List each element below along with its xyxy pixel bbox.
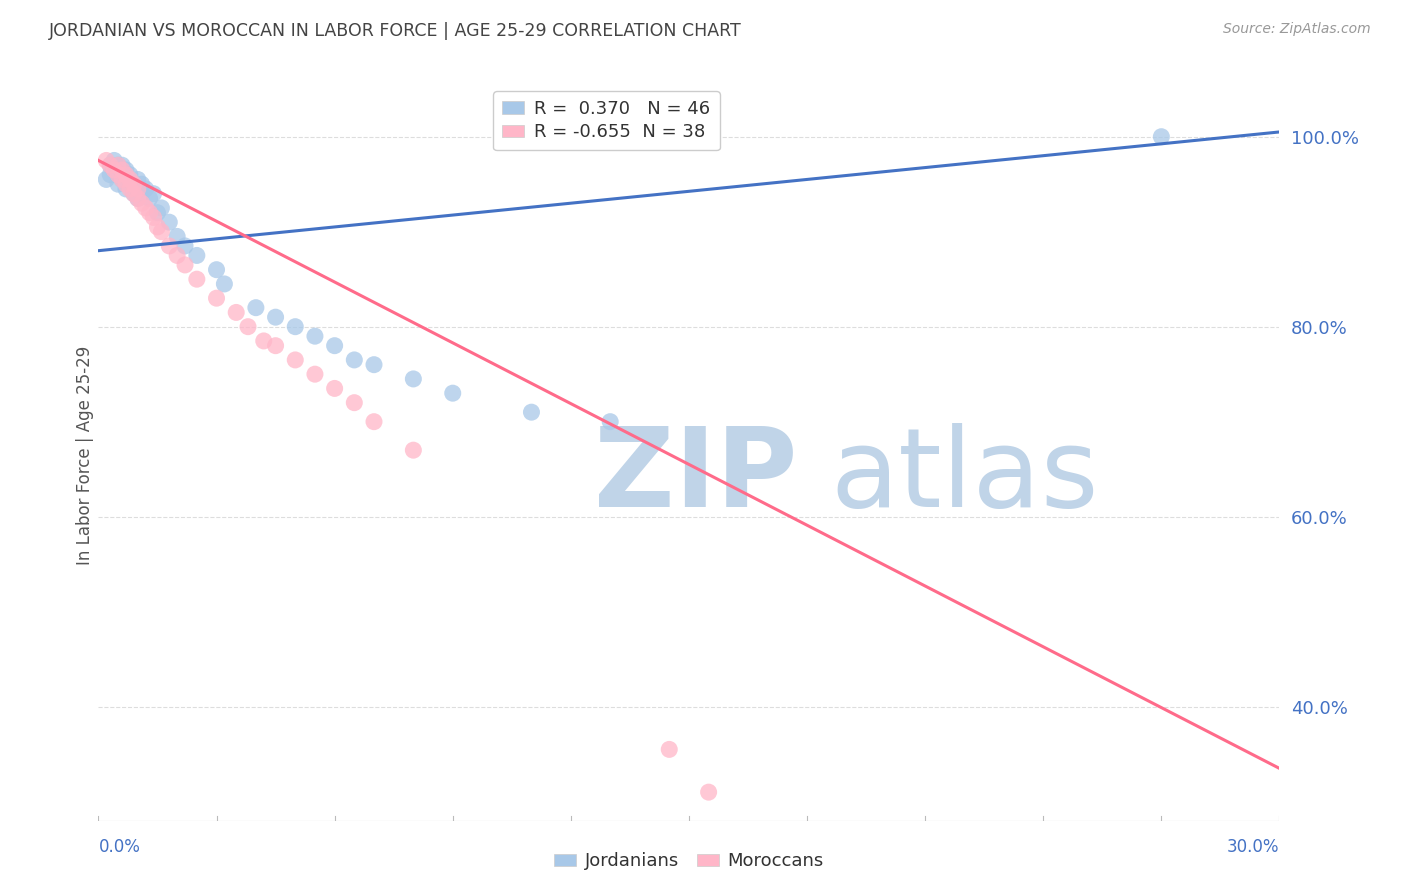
Point (131, 196, 153, 211)
Point (343, 395, 366, 409)
Point (214, 277, 236, 291)
Point (441, 386, 464, 401)
Point (245, 301, 267, 315)
Point (304, 329, 326, 343)
Point (107, 168, 129, 182)
Point (107, 177, 129, 191)
Point (122, 177, 145, 191)
Point (111, 163, 134, 178)
Point (323, 381, 346, 395)
Text: atlas: atlas (831, 424, 1099, 531)
Point (142, 211, 165, 225)
Point (111, 172, 134, 186)
Point (205, 291, 228, 305)
Point (157, 215, 180, 229)
Point (150, 225, 173, 239)
Point (127, 182, 149, 196)
Point (205, 262, 228, 277)
Point (118, 168, 141, 182)
Point (127, 172, 149, 186)
Point (107, 168, 129, 182)
Point (166, 229, 188, 244)
Point (98, 168, 121, 182)
Point (118, 177, 141, 191)
Point (150, 201, 173, 215)
Point (236, 319, 259, 334)
Point (135, 182, 157, 196)
Point (135, 201, 157, 215)
Point (225, 305, 247, 319)
Point (363, 415, 385, 429)
Point (264, 339, 287, 353)
Point (103, 163, 125, 178)
Point (122, 186, 145, 201)
Point (658, 742, 681, 756)
Point (122, 186, 145, 201)
Point (98, 158, 121, 172)
Text: Source: ZipAtlas.com: Source: ZipAtlas.com (1223, 22, 1371, 37)
Point (146, 205, 169, 219)
Text: 30.0%: 30.0% (1227, 838, 1279, 855)
Point (107, 158, 129, 172)
Point (98, 158, 121, 172)
Point (157, 239, 180, 253)
Point (343, 353, 366, 368)
Point (253, 334, 276, 348)
Text: 0.0%: 0.0% (98, 838, 141, 855)
Point (115, 182, 138, 196)
Point (138, 191, 160, 205)
Y-axis label: In Labor Force | Age 25-29: In Labor Force | Age 25-29 (76, 345, 94, 565)
Point (284, 353, 307, 368)
Point (103, 163, 125, 178)
Text: JORDANIAN VS MOROCCAN IN LABOR FORCE | AGE 25-29 CORRELATION CHART: JORDANIAN VS MOROCCAN IN LABOR FORCE | A… (49, 22, 742, 40)
Point (304, 367, 326, 381)
Text: ZIP: ZIP (595, 424, 797, 531)
Point (138, 205, 160, 219)
Legend: Jordanians, Moroccans: Jordanians, Moroccans (547, 845, 831, 878)
Point (166, 248, 188, 262)
Point (118, 172, 141, 186)
Point (115, 168, 138, 182)
Point (174, 258, 197, 272)
Point (115, 172, 138, 186)
Point (1150, 129, 1173, 144)
Point (264, 310, 287, 325)
Point (118, 182, 141, 196)
Point (146, 219, 169, 234)
Point (697, 785, 720, 799)
Point (103, 153, 125, 168)
Point (115, 163, 138, 178)
Point (174, 239, 197, 253)
Point (402, 443, 425, 458)
Point (111, 168, 134, 182)
Point (402, 372, 425, 386)
Point (599, 415, 621, 429)
Point (131, 186, 153, 201)
Point (323, 339, 346, 353)
Point (127, 191, 149, 205)
Point (131, 177, 153, 191)
Point (111, 172, 134, 186)
Point (115, 177, 138, 191)
Point (363, 358, 385, 372)
Point (96, 172, 118, 186)
Point (284, 319, 307, 334)
Point (107, 158, 129, 172)
Point (142, 186, 165, 201)
Point (96, 153, 118, 168)
Point (520, 405, 543, 419)
Point (186, 272, 208, 286)
Point (127, 191, 149, 205)
Point (127, 182, 149, 196)
Point (186, 248, 208, 262)
Point (122, 177, 145, 191)
Point (111, 158, 134, 172)
